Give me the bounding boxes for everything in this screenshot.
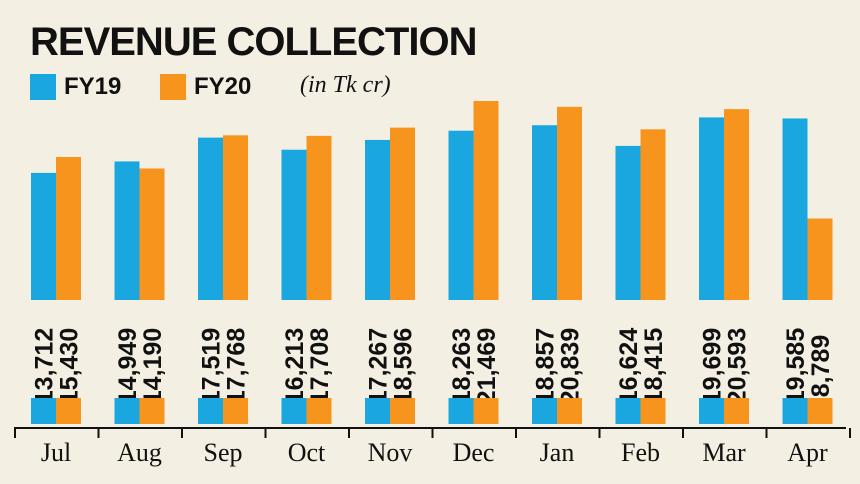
value-label-fy19-jan: 18,857 [532, 328, 560, 404]
value-label-fy20-dec: 21,469 [473, 328, 501, 404]
color-block-fy20-sep [223, 398, 248, 424]
bar-fy20-jan [557, 106, 582, 300]
legend-item-fy20: FY20 [160, 73, 252, 100]
category-label-feb: Feb [621, 438, 660, 467]
bar-fy20-feb [640, 129, 666, 300]
color-block-fy19-dec [448, 398, 474, 424]
bar-fy19-oct [281, 149, 307, 300]
category-label-apr: Apr [787, 438, 828, 467]
value-label-fy20-jul: 15,430 [56, 328, 84, 404]
category-label-oct: Oct [288, 438, 326, 467]
value-label-fy19-jul: 13,712 [31, 328, 59, 404]
color-block-fy19-jan [532, 398, 557, 424]
color-block-fy20-apr [807, 398, 833, 424]
bar-fy20-nov [390, 127, 415, 301]
color-block-fy19-mar [699, 398, 724, 424]
value-label-fy20-aug: 14,190 [139, 328, 167, 404]
color-block-fy19-aug [114, 398, 140, 424]
legend-label-fy20: FY20 [194, 73, 252, 100]
color-block-fy19-apr [782, 398, 808, 424]
value-label-fy20-oct: 17,708 [306, 328, 334, 405]
bar-fy20-apr [807, 218, 833, 300]
category-label-aug: Aug [117, 438, 162, 467]
value-label-fy19-aug: 14,949 [114, 328, 142, 404]
value-label-fy19-mar: 19,699 [699, 328, 727, 404]
category-label-sep: Sep [204, 438, 243, 467]
bar-fy20-dec [473, 101, 499, 300]
value-label-fy20-sep: 17,768 [223, 328, 251, 405]
value-label-fy20-jan: 20,839 [557, 328, 585, 404]
value-label-fy19-dec: 18,263 [448, 328, 476, 404]
value-label-fy20-mar: 20,593 [724, 328, 752, 404]
chart-title: REVENUE COLLECTION [30, 20, 477, 64]
color-block-fy19-nov [365, 398, 390, 424]
color-block-fy19-sep [198, 398, 223, 424]
legend-item-fy19: FY19 [30, 73, 122, 100]
bar-fy20-oct [306, 135, 332, 300]
bar-fy19-jul [31, 172, 56, 300]
category-label-mar: Mar [702, 438, 746, 467]
color-block-fy20-feb [640, 398, 666, 424]
bar-fy19-dec [448, 130, 474, 300]
value-label-fy20-feb: 18,415 [640, 328, 668, 405]
unit-note: (in Tk cr) [300, 72, 391, 98]
color-block-fy20-jan [557, 398, 582, 424]
value-label-fy20-nov: 18,596 [390, 328, 418, 404]
bar-fy20-jul [56, 156, 81, 300]
legend-swatch-fy20 [160, 74, 186, 100]
bar-fy19-sep [198, 137, 223, 300]
value-label-fy19-apr: 19,585 [782, 328, 810, 405]
legend-label-fy19: FY19 [64, 73, 122, 100]
bar-fy19-apr [782, 118, 808, 300]
category-label-jul: Jul [41, 438, 71, 467]
value-label-fy19-feb: 16,624 [615, 328, 643, 405]
color-block-fy19-feb [615, 398, 641, 424]
bar-fy19-nov [365, 139, 390, 300]
color-block-fy20-aug [139, 398, 165, 424]
bar-fy20-aug [139, 168, 165, 300]
bar-fy20-sep [223, 135, 248, 300]
value-label-fy19-oct: 16,213 [281, 328, 309, 404]
color-block-fy20-dec [473, 398, 499, 424]
category-label-dec: Dec [453, 438, 495, 467]
bar-fy19-feb [615, 145, 641, 300]
color-block-fy20-mar [724, 398, 749, 424]
value-label-fy19-sep: 17,519 [198, 328, 226, 404]
bar-fy19-mar [699, 117, 724, 300]
color-block-fy19-jul [31, 398, 56, 424]
category-label-nov: Nov [368, 438, 413, 467]
value-label-fy19-nov: 17,267 [365, 328, 393, 404]
color-block-fy20-jul [56, 398, 81, 424]
color-block-fy20-oct [306, 398, 332, 424]
bar-fy19-aug [114, 161, 140, 300]
legend-swatch-fy19 [30, 74, 56, 100]
bar-fy20-mar [724, 109, 749, 300]
color-block-fy19-oct [281, 398, 307, 424]
category-label-jan: Jan [540, 438, 575, 467]
bar-fy19-jan [532, 125, 557, 301]
value-label-fy20-apr: 8,789 [807, 335, 835, 398]
color-block-fy20-nov [390, 398, 415, 424]
